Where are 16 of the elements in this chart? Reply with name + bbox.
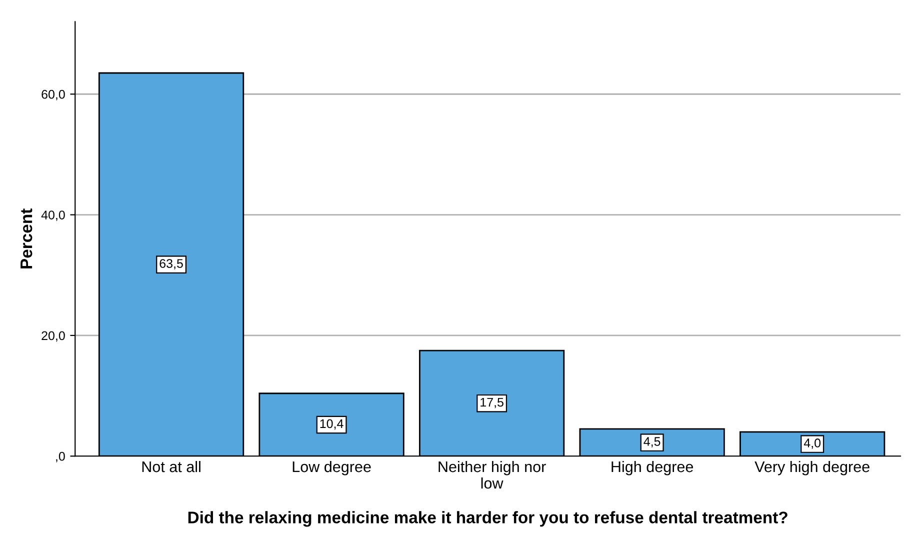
data-label: 63,5 [160, 259, 183, 270]
y-tick-label: 40,0 [41, 210, 65, 221]
x-axis-title: Did the relaxing medicine make it harder for you to refuse dental treatment? [188, 511, 788, 527]
data-label: 4,0 [804, 438, 821, 449]
x-tick-label: Not at all [142, 460, 200, 472]
data-label: 17,5 [480, 398, 504, 408]
data-label: 4,5 [644, 437, 660, 448]
y-tick-label: ,0 [56, 452, 65, 462]
y-tick-label: 20,0 [42, 331, 65, 342]
x-tick-label: Neither high nor low [438, 460, 546, 489]
y-tick-label: 60,0 [42, 90, 65, 100]
y-axis-title: Percent [20, 208, 32, 268]
x-tick-label: Low degree [292, 460, 371, 476]
x-tick-label: High degree [612, 460, 694, 476]
x-tick-label: Very high degree [754, 460, 870, 476]
data-label: 10,4 [320, 419, 344, 430]
